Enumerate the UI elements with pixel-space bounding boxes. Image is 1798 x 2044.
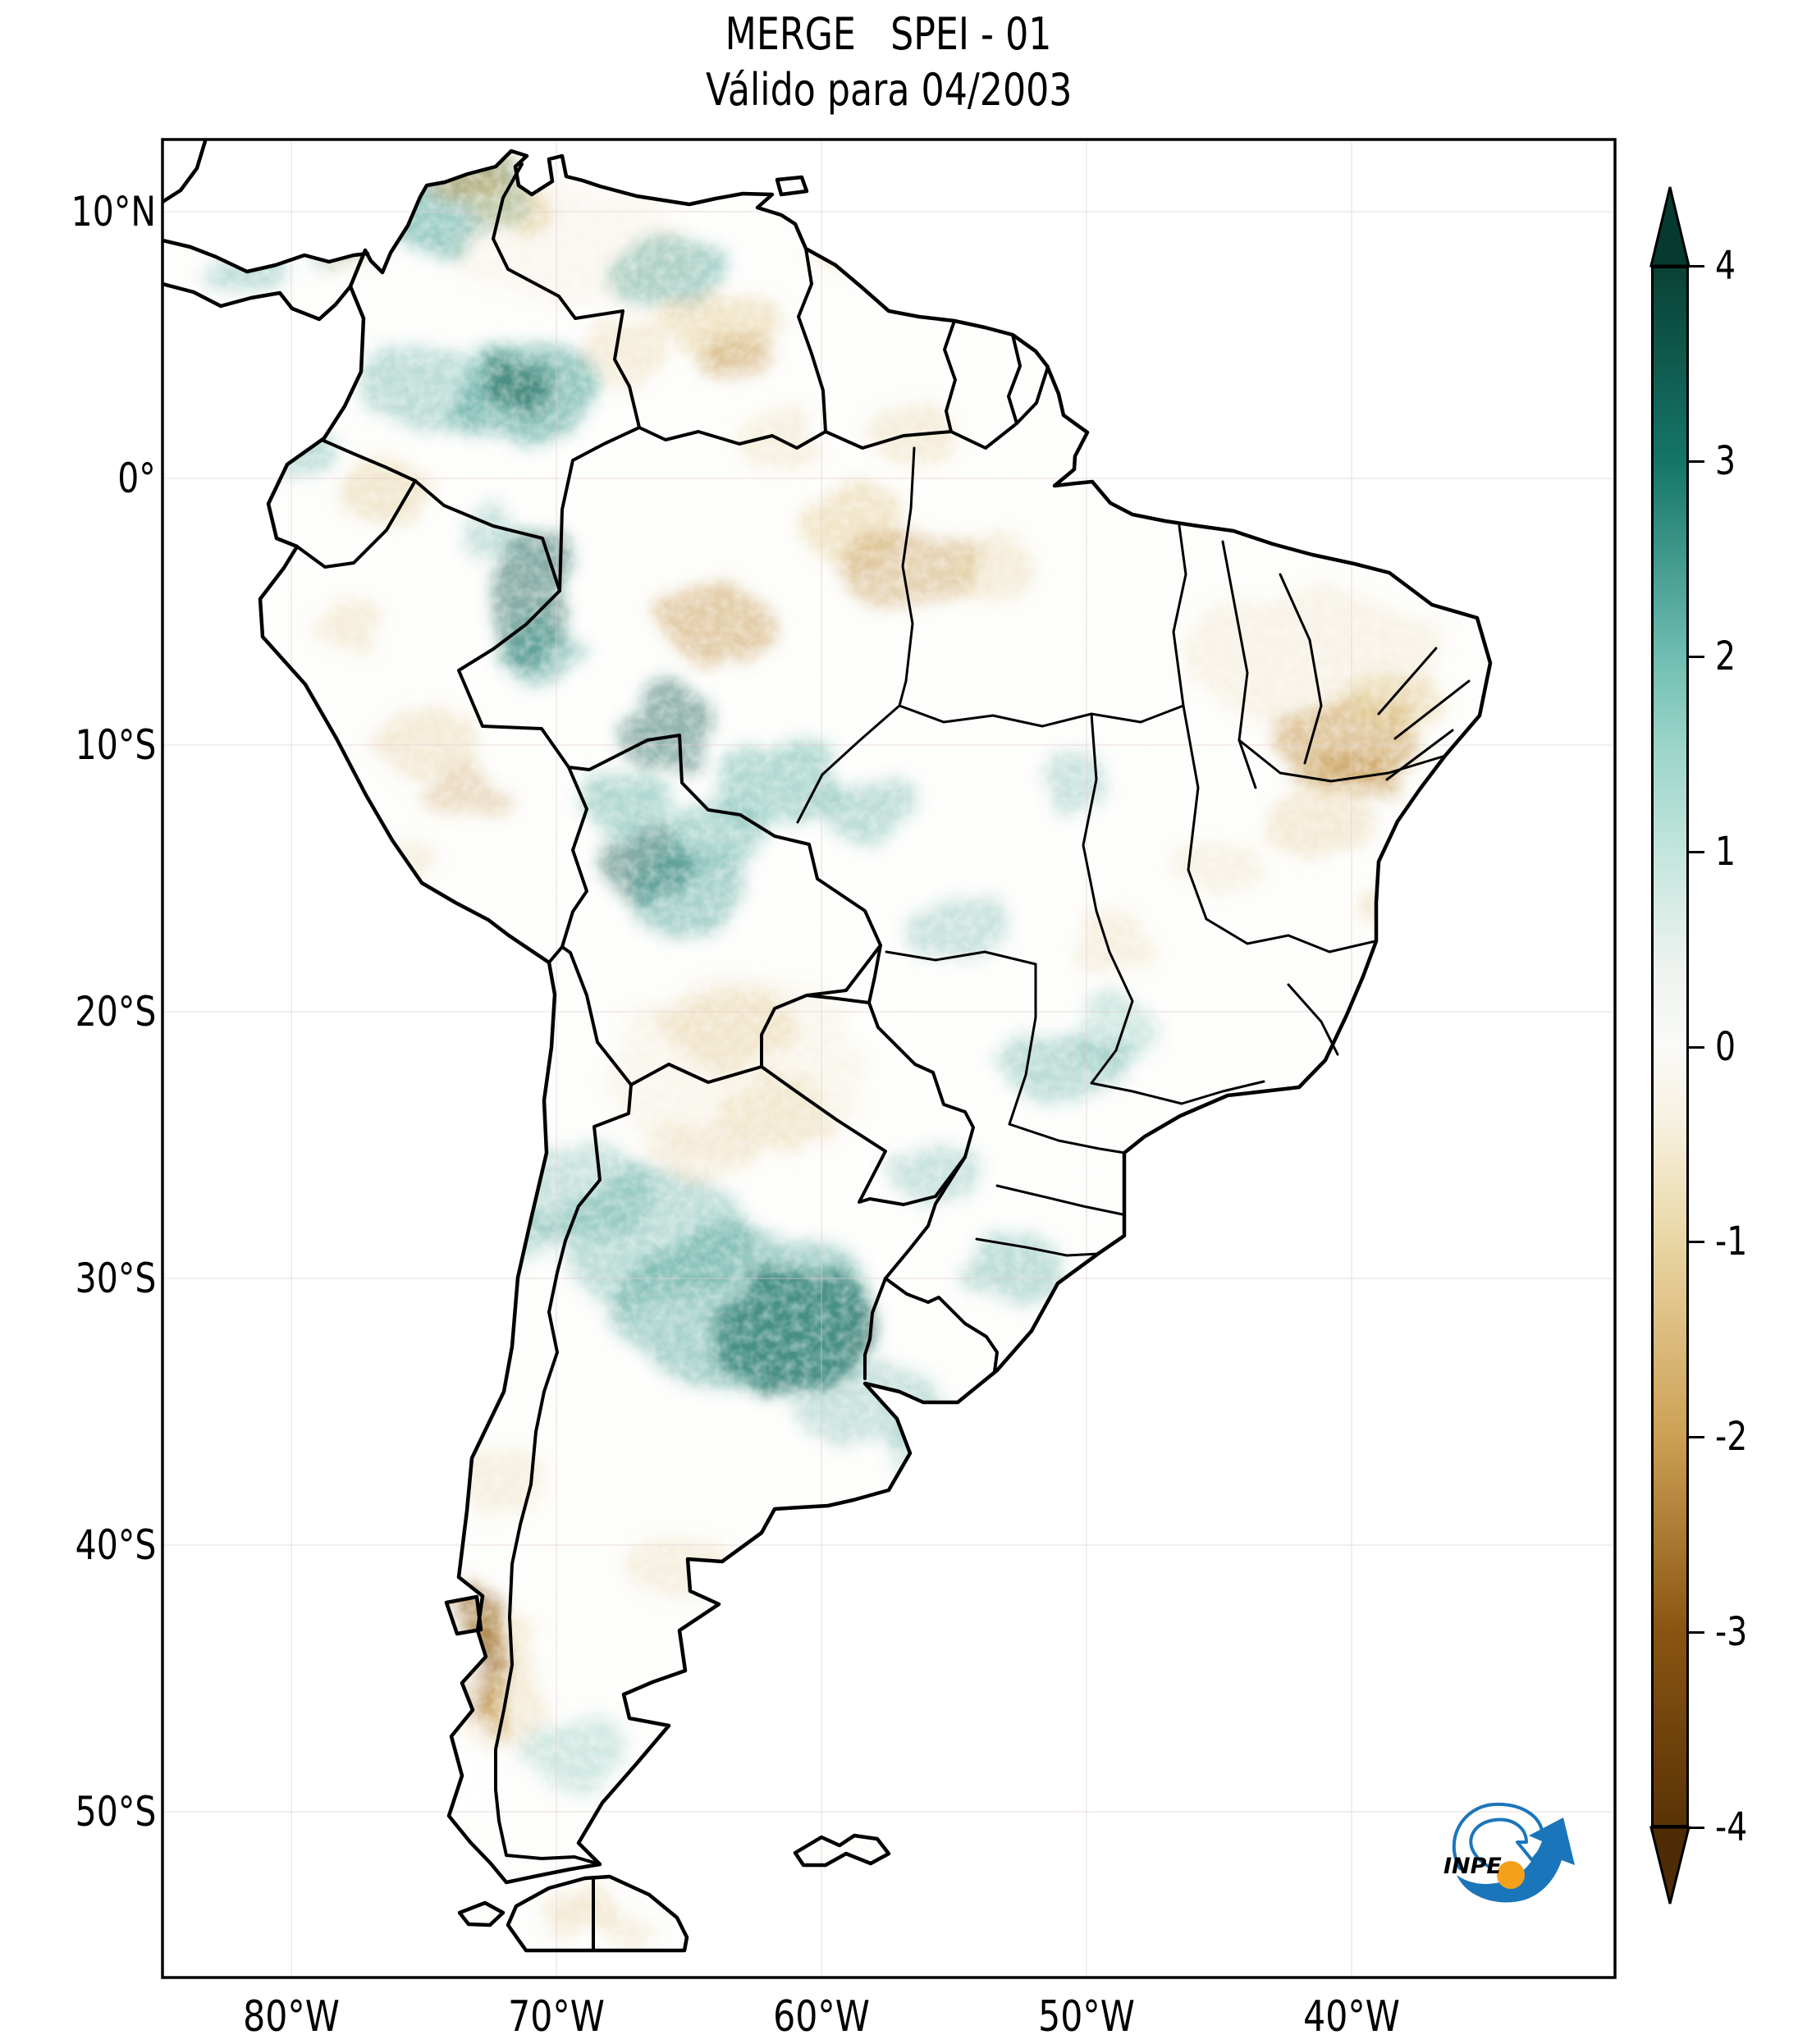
latitude-tick-label: 50°S [75, 1788, 156, 1836]
nicaragua-coastline [162, 139, 208, 204]
longitude-tick-label: 50°W [1038, 1992, 1135, 2042]
colorbar-tick-mark [1689, 264, 1704, 268]
inpe-logo: INPE [1443, 1802, 1575, 1903]
longitude-tick-label: 80°W [243, 1992, 340, 2042]
inpe-logo-swirl-arrow [1452, 1802, 1553, 1870]
longitude-tick-label: 40°W [1303, 1992, 1400, 2042]
longitude-tick-label: 70°W [508, 1992, 605, 2042]
colorbar-tick-mark [1689, 1045, 1704, 1049]
raster-speckle-texture [162, 151, 1490, 1950]
colorbar-tick-label: -3 [1715, 1609, 1748, 1655]
latitude-tick-label: 10°N [71, 188, 156, 235]
longitude-tick-label: 60°W [773, 1992, 870, 2042]
colorbar-tick-label: 2 [1715, 633, 1736, 679]
colorbar-extend-above-arrow [1649, 186, 1690, 268]
page-title: MERGE SPEI - 01 [725, 8, 1052, 60]
colorbar-extend-below-arrow [1649, 1826, 1690, 1905]
spei-raster-layer [162, 151, 1490, 1950]
central-america-pacific-coastline [162, 281, 353, 322]
latitude-tick-label: 10°S [75, 721, 156, 769]
colorbar-tick-label: 0 [1715, 1024, 1736, 1070]
colorbar-tick-label: -2 [1715, 1414, 1748, 1460]
central-america-coastline [162, 238, 370, 274]
magellan-islands [457, 1900, 506, 1927]
colorbar-tick-label: -4 [1715, 1804, 1748, 1850]
page-subtitle: Válido para 04/2003 [705, 63, 1073, 116]
trinidad-island [775, 175, 809, 197]
south-america-coastline [258, 149, 1493, 1885]
brazil-state-borders-layer [796, 446, 1471, 1257]
colorbar-tick-mark [1689, 850, 1704, 853]
chiloe-island [444, 1594, 483, 1636]
inpe-logo-orange-dot [1497, 1861, 1525, 1889]
falkland-islands [793, 1833, 891, 1868]
latitude-tick-label: 0° [117, 455, 156, 502]
colorbar-tick-mark [1689, 1630, 1704, 1634]
inpe-logo-text: INPE [1443, 1854, 1502, 1879]
colorbar-tick-label: 1 [1715, 829, 1736, 875]
title-block: MERGE SPEI - 01 Válido para 04/2003 [162, 7, 1615, 117]
coastline-layer [162, 139, 1493, 1953]
graticule-gridlines [162, 139, 1615, 1978]
colorbar-tick-label: 4 [1715, 243, 1736, 289]
latitude-tick-label: 40°S [75, 1521, 156, 1569]
colorbar-tick-mark [1689, 1435, 1704, 1438]
colorbar-tick-label: -1 [1715, 1219, 1748, 1264]
colorbar [1651, 266, 1689, 1827]
colorbar-tick-mark [1689, 1826, 1704, 1829]
colorbar-tick-mark [1689, 460, 1704, 463]
country-borders-layer [295, 162, 1050, 1952]
tierra-del-fuego-island [506, 1874, 689, 1953]
colorbar-tick-mark [1689, 1240, 1704, 1243]
map-frame [161, 138, 1617, 1979]
latitude-tick-label: 20°S [75, 988, 156, 1036]
latitude-tick-label: 30°S [75, 1255, 156, 1302]
colorbar-tick-label: 3 [1715, 438, 1736, 484]
colorbar-tick-mark [1689, 655, 1704, 658]
